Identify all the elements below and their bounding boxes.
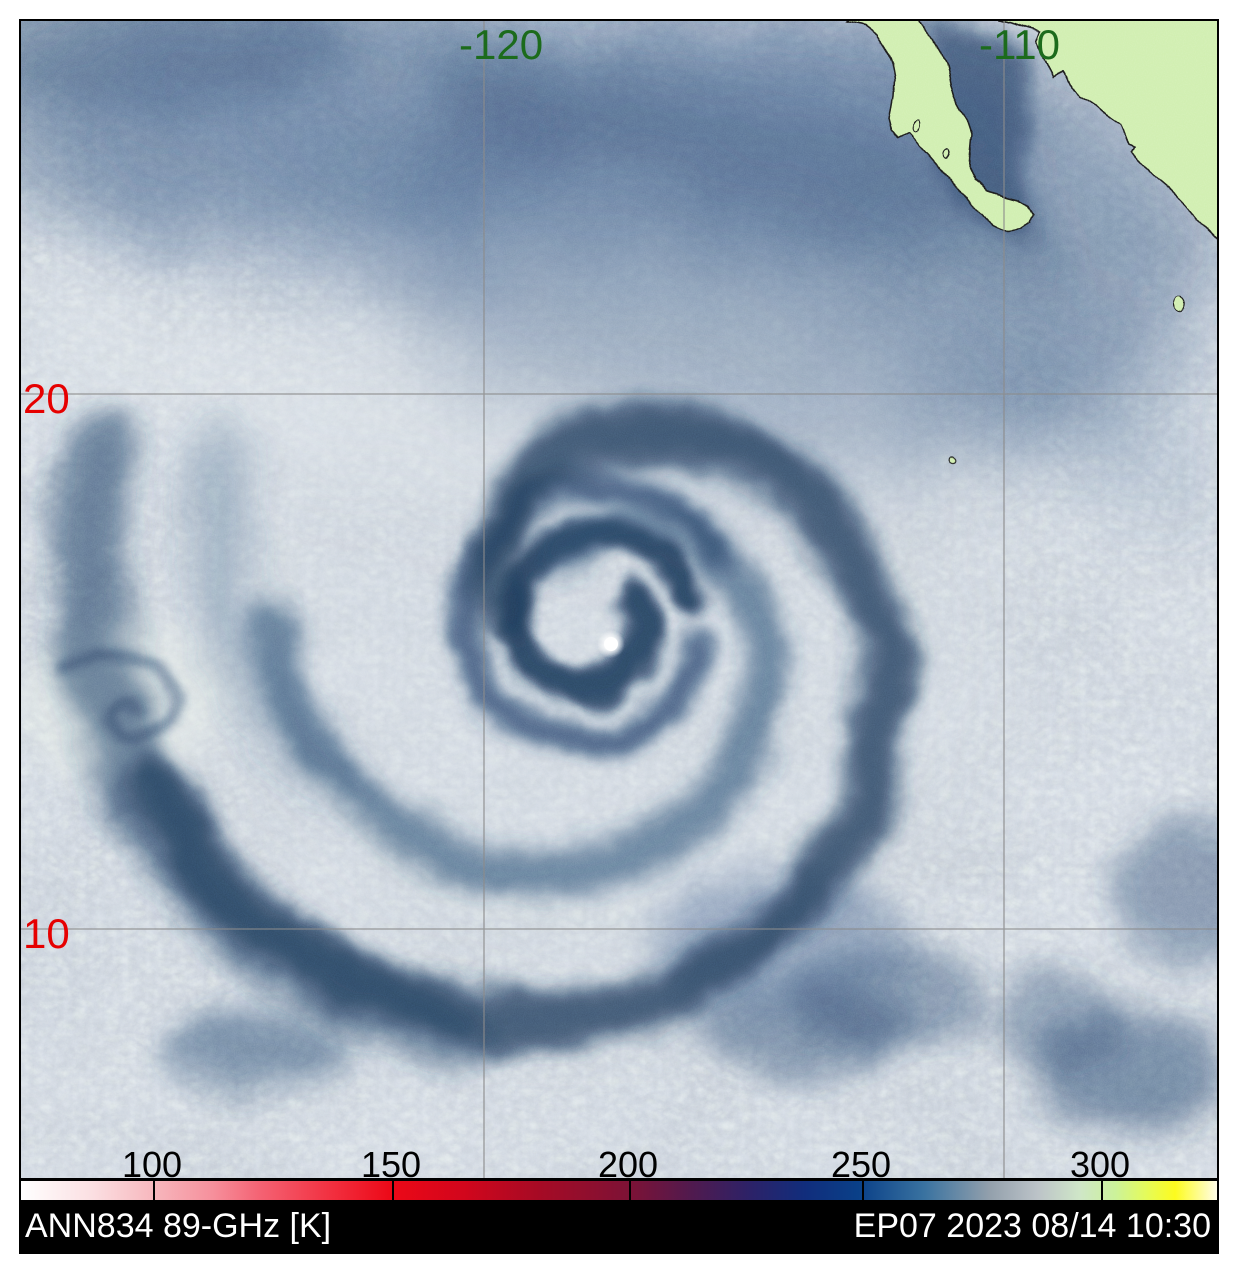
svg-text:-120: -120 <box>459 21 543 68</box>
svg-text:10: 10 <box>23 910 70 957</box>
svg-text:20: 20 <box>23 375 70 422</box>
svg-text:-110: -110 <box>979 21 1060 68</box>
